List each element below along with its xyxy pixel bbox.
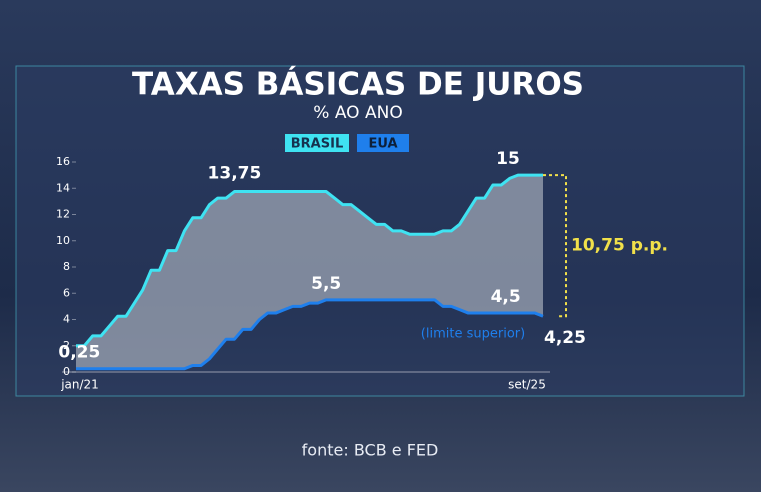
- x-tick-label: jan/21: [60, 378, 99, 392]
- data-label: 4,25: [544, 328, 586, 348]
- x-tick-label: set/25: [508, 378, 546, 392]
- y-tick-label: 4: [63, 313, 70, 326]
- legend-label: EUA: [368, 137, 397, 152]
- source: fonte: BCB e FED: [302, 441, 439, 460]
- note: (limite superior): [421, 327, 525, 342]
- data-label: 13,75: [208, 164, 262, 184]
- y-tick-label: 8: [63, 260, 70, 273]
- gap-area: [76, 175, 543, 369]
- legend-swatch: [285, 134, 349, 152]
- y-tick-label: 6: [63, 286, 70, 299]
- y-tick-label: 12: [56, 208, 70, 221]
- y-tick-label: 2: [63, 339, 70, 352]
- chart-subtitle: % AO ANO: [313, 103, 402, 123]
- y-tick-label: 10: [56, 234, 70, 247]
- spread-label: 10,75 p.p.: [571, 236, 668, 256]
- data-label: 5,5: [311, 274, 341, 294]
- data-label: 4,5: [491, 287, 521, 307]
- legend-label: BRASIL: [291, 137, 343, 152]
- spread-bracket: [543, 174, 567, 318]
- series-line: [76, 173, 543, 348]
- y-tick-label: 14: [56, 181, 70, 194]
- series-line: [76, 298, 544, 371]
- legend-swatch: [357, 134, 409, 152]
- data-label: 15: [496, 149, 520, 169]
- y-tick-label: 16: [56, 155, 70, 168]
- chart-title: TAXAS BÁSICAS DE JUROS: [132, 67, 584, 103]
- y-tick-label: 0: [63, 365, 70, 378]
- data-label: 0,25: [58, 343, 100, 363]
